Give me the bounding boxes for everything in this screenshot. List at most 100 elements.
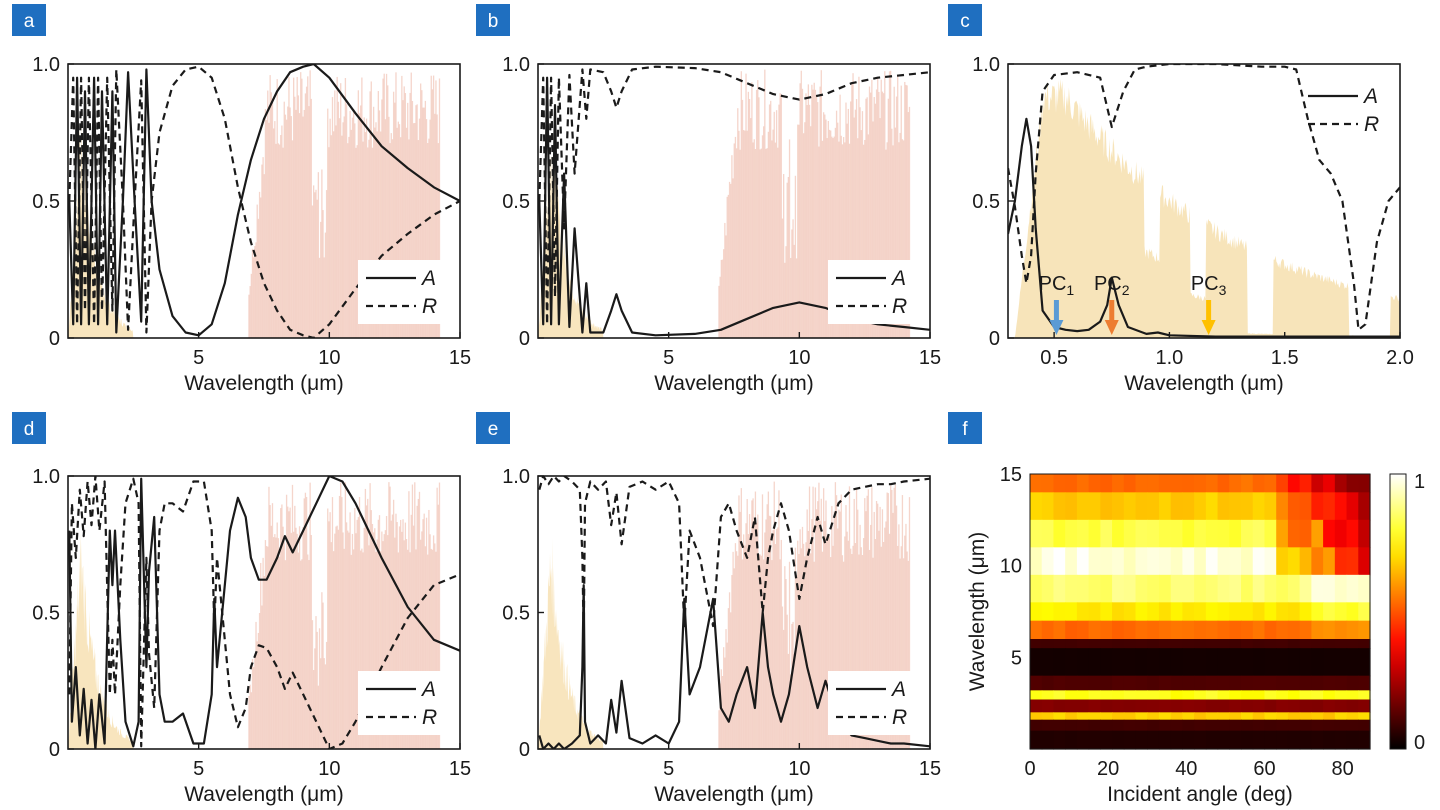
atm-window-bar [397,552,399,749]
heatmap-cell [1264,699,1277,713]
x-tick-label: 15 [919,347,941,369]
atm-window-bar [865,511,867,749]
heatmap-cell [1205,602,1219,622]
atm-window-bar [340,482,342,749]
atm-window-bar [397,121,399,338]
atm-window-bar [815,94,818,338]
heatmap-cell [1135,602,1148,622]
heatmap-cell [1065,474,1078,493]
heatmap-cell [1053,620,1066,640]
x-axis-label: Wavelength (μm) [1124,372,1284,395]
atm-window-bar [827,534,829,749]
heatmap-cell [1229,719,1242,732]
atm-window-bar [313,670,315,749]
atm-window-bar [890,70,892,338]
atm-window-bar [799,83,801,338]
heatmap-cell [1053,474,1066,493]
heatmap-cell [1147,602,1160,622]
atm-window-bar [278,144,281,338]
atm-window-bar [740,488,742,749]
atm-window-bar [269,505,271,749]
y-tick-label: 1.0 [32,54,60,76]
heatmap-cell [1205,730,1219,750]
heatmap-cell [1112,519,1125,548]
atm-window-bar [282,526,284,749]
atm-window-bar [356,519,358,749]
heatmap-cell [1276,675,1289,691]
atm-window-bar [892,145,894,338]
atm-window-bar [358,113,361,338]
atm-window-bar [334,90,336,338]
heatmap-cell [1217,699,1230,713]
heatmap-cell [1311,690,1324,701]
panel-tag-label: f [962,419,968,440]
heatmap-cell [1182,602,1195,622]
atm-window-bar [335,125,337,338]
heatmap-cell [1170,699,1184,713]
atm-window-bar [417,140,419,338]
heatmap-cell [1205,519,1219,548]
heatmap-cell [1123,492,1137,521]
heatmap-cell [1088,602,1101,622]
atm-window-bar [370,510,372,749]
atm-window-bar [824,521,826,749]
x-tick-label: 0.5 [1040,347,1068,369]
atm-window-bar [841,555,844,749]
plot-area [538,476,930,749]
heatmap-cell [1358,620,1371,640]
atm-window-bar [323,658,325,749]
atm-window-bar [400,137,402,338]
heatmap-cell [1182,639,1195,649]
heatmap-cell [1112,492,1125,521]
atm-window-bar [277,143,280,338]
atm-window-bar [821,140,824,338]
heatmap-cell [1100,519,1113,548]
heatmap-cell [1112,690,1125,701]
heatmap-cell [1135,719,1148,732]
heatmap-cell [1276,639,1289,649]
heatmap-cell [1065,519,1078,548]
heatmap-cell [1264,474,1277,493]
heatmap-cell [1346,574,1359,603]
atm-window-bar [374,127,376,338]
heatmap-cell [1076,712,1090,721]
atm-window-bar [799,529,801,749]
atm-window-bar [388,482,390,749]
atm-window-bar [735,148,738,338]
heatmap-cell [1030,639,1043,649]
atm-window-bar [328,147,330,338]
atm-window-bar [262,557,264,749]
heatmap-cell [1241,620,1254,640]
heatmap-cell [1135,547,1148,576]
heatmap-cell [1252,547,1266,576]
atm-window-bar [900,85,902,338]
atm-window-bar [423,107,425,338]
atm-window-bar [430,75,432,338]
atm-window-bar [432,75,435,338]
atm-window-bar [344,78,347,338]
heatmap-cell [1135,620,1148,640]
atm-window-bar [757,80,759,338]
heatmap-cell [1299,675,1312,691]
heatmap-cell [1065,648,1078,677]
atm-window-bar [719,683,721,749]
series-line-r [68,476,460,749]
heatmap-cell [1241,712,1254,721]
atm-window-bar [792,621,794,749]
heatmap-cell [1147,719,1160,732]
atm-window-bar [851,554,853,749]
heatmap-cell [1311,675,1324,691]
atm-window-bar [824,114,826,338]
atm-window-bar [764,69,766,338]
atm-window-bar [744,130,746,338]
y-tick-label: 0.5 [32,191,60,213]
atm-window-bar [828,536,831,749]
atm-window-bar [798,554,800,749]
heatmap-cell [1276,690,1289,701]
atm-window-bar [264,109,267,338]
atm-window-bar [310,98,312,338]
panel-tag-box [12,4,46,36]
panel-tag-e: e [476,412,510,444]
panel-tag-b: b [476,4,510,36]
atm-window-bar [726,196,728,338]
